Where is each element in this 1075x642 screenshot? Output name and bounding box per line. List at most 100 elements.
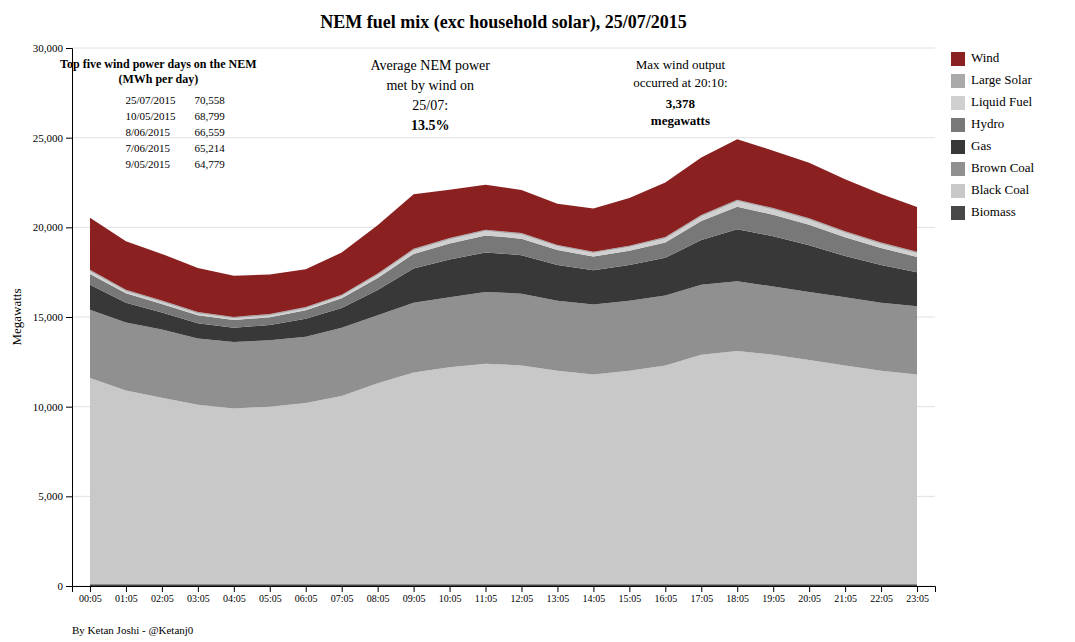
x-tick: 02:05 [151,586,174,604]
x-tick-label: 08:05 [367,593,390,604]
wind-share-note: Average NEM power met by wind on 25/07: [370,58,490,113]
legend-label: Liquid Fuel [971,94,1032,109]
x-tick-mark [486,586,487,592]
x-tick-mark [701,586,702,592]
table-value: 70,558 [195,94,226,106]
x-tick-label: 20:05 [798,593,821,604]
x-tick: 11:05 [475,586,497,604]
x-tick-label: 12:05 [511,593,534,604]
x-tick-mark [917,586,918,592]
max-wind-value-line: megawatts [651,113,710,128]
x-tick-label: 21:05 [834,593,857,604]
legend-item: Brown Coal [951,160,1035,176]
max-wind-note-line: Max wind output [636,57,726,72]
legend-swatch [951,206,965,220]
legend-item: Large Solar [951,72,1032,88]
legend-item: Gas [951,138,991,154]
grid [72,48,935,586]
y-tick: 20,000 [33,221,72,233]
x-tick: 07:05 [331,586,354,604]
y-tick-label: 30,000 [33,42,64,54]
x-tick: 16:05 [654,586,677,604]
legend-item: Wind [951,50,1000,66]
x-tick-mark [557,586,558,592]
x-tick-label: 00:05 [79,593,102,604]
y-tick: 10,000 [33,401,72,413]
x-tick-label: 05:05 [259,593,282,604]
x-tick-label: 03:05 [187,593,210,604]
legend-item: Hydro [951,116,1004,132]
annotations: Top five wind power days on the NEM(MWh … [60,57,728,636]
table-date: 7/06/2015 [126,142,171,154]
table-date: 8/06/2015 [126,126,171,138]
y-axis-line [66,49,73,587]
x-tick-label: 11:05 [475,593,497,604]
y-tick-label: 5,000 [38,490,63,502]
x-tick: 05:05 [259,586,282,604]
legend-swatch [951,162,965,176]
x-tick-mark [270,586,271,592]
legend-swatch [951,96,965,110]
x-tick: 20:05 [798,586,821,604]
x-tick: 04:05 [223,586,246,604]
grid-line [72,48,935,49]
x-tick: 19:05 [762,586,785,604]
x-tick-mark [809,586,810,592]
x-tick-mark [450,586,451,592]
legend-swatch [951,52,965,66]
table-date: 25/07/2015 [126,94,177,106]
wind-share-note-line: 25/07: [412,98,448,113]
max-wind-value: 3,378megawatts [651,96,710,128]
x-tick-mark [414,586,415,592]
areas [90,139,917,586]
y-tick-mark [66,138,72,139]
x-tick: 12:05 [511,586,534,604]
table-value: 64,779 [195,158,226,170]
x-tick-mark [521,586,522,592]
x-tick: 18:05 [726,586,749,604]
x-tick: 10:05 [439,586,462,604]
legend-label: Black Coal [971,182,1030,197]
legend-swatch [951,184,965,198]
x-tick-label: 07:05 [331,593,354,604]
x-tick: 14:05 [583,586,606,604]
y-axis-label: Megawatts [9,288,24,345]
x-tick-label: 06:05 [295,593,318,604]
x-tick: 08:05 [367,586,390,604]
max-wind-note: Max wind output occurred at 20:10: [633,57,728,90]
x-tick-mark [306,586,307,592]
x-tick: 17:05 [690,586,713,604]
x-tick-label: 15:05 [618,593,641,604]
wind-share-note-line: met by wind on [386,78,474,93]
table-value: 68,799 [195,110,226,122]
x-tick-label: 14:05 [583,593,606,604]
table-date: 10/05/2015 [126,110,177,122]
max-wind-note-line: occurred at 20:10: [633,75,728,90]
y-tick-label: 15,000 [33,311,64,323]
table-heading: Top five wind power days on the NEM(MWh … [60,57,256,86]
y-tick-mark [66,48,72,49]
x-tick-label: 18:05 [726,593,749,604]
legend-label: Biomass [971,204,1016,219]
x-tick: 00:05 [79,586,102,604]
x-tick-mark [198,586,199,592]
y-tick: 15,000 [33,311,72,323]
x-tick-label: 16:05 [654,593,677,604]
legend-label: Gas [971,138,991,153]
x-tick: 22:05 [870,586,893,604]
legend-swatch [951,140,965,154]
table-value: 65,214 [195,142,226,154]
x-tick: 01:05 [115,586,138,604]
x-tick-label: 01:05 [115,593,138,604]
x-tick: 06:05 [295,586,318,604]
legend: Wind Large Solar Liquid Fuel Hydro Gas Brown … [951,50,1035,220]
y-tick: 0 [58,580,73,592]
legend-item: Black Coal [951,182,1030,198]
table-value: 66,559 [195,126,226,138]
legend-label: Hydro [971,116,1004,131]
wind-share-note-line: Average NEM power [370,58,490,73]
y-axis: 05,00010,00015,00020,00025,00030,000 [33,42,73,592]
y-tick: 5,000 [38,490,72,502]
y-tick-label: 20,000 [33,221,64,233]
x-tick: 13:05 [547,586,570,604]
